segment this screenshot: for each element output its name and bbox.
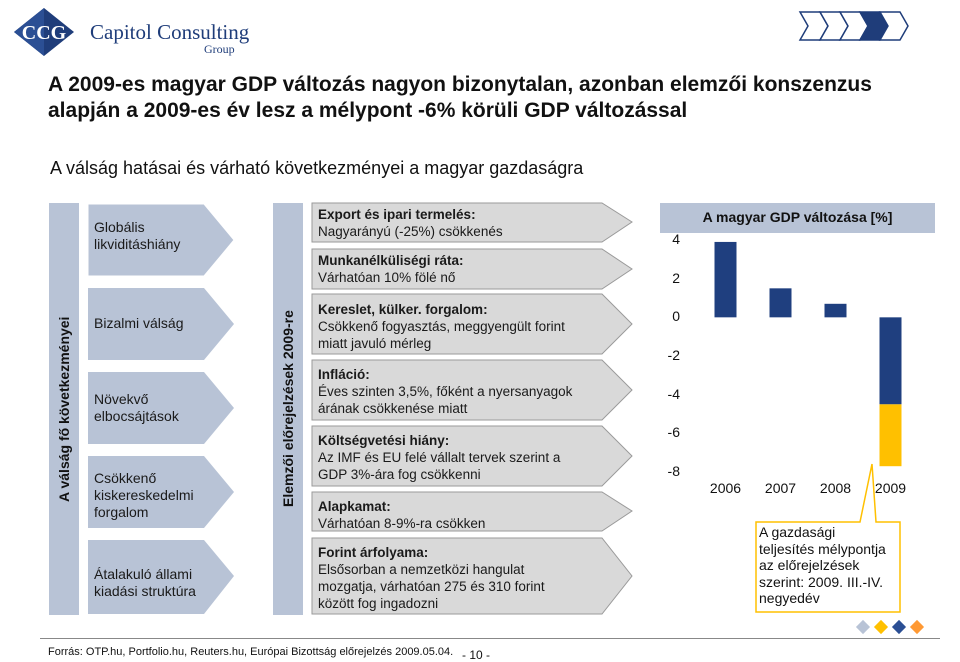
forecast-text-6: Alapkamat: Várhatóan 8-9%-ra csökken bbox=[318, 499, 486, 531]
middle-band bbox=[273, 203, 303, 615]
y-tick-label: -2 bbox=[667, 347, 680, 363]
forecast-box-5 bbox=[311, 425, 633, 487]
page-subtitle: A válság hatásai és várható következmény… bbox=[50, 158, 584, 178]
y-tick-label: 4 bbox=[672, 231, 680, 247]
consequence-chevron-1 bbox=[87, 203, 235, 277]
forecast-box-6 bbox=[311, 491, 633, 532]
consequence-text-2: Bizalmi válság bbox=[94, 315, 184, 331]
callout-text: A gazdasági teljesítés mélypontja az elő… bbox=[759, 524, 886, 606]
x-tick-label: 2009 bbox=[874, 480, 907, 496]
consequence-chevron-2 bbox=[88, 288, 234, 360]
forecast-box-3 bbox=[311, 293, 633, 355]
gdp-bar-2006 bbox=[714, 241, 737, 318]
x-tick-label: 2006 bbox=[709, 480, 742, 496]
page-title: A 2009-es magyar GDP változás nagyon biz… bbox=[48, 73, 872, 122]
logo-name: Capitol Consulting bbox=[90, 20, 250, 44]
forecast-box-2 bbox=[311, 248, 633, 290]
page-number: - 10 - bbox=[462, 648, 491, 662]
x-tick-label: 2007 bbox=[764, 480, 797, 496]
logo-monogram: CCG bbox=[22, 22, 67, 44]
left-band bbox=[49, 203, 79, 615]
logo: CCG Capitol Consulting Group bbox=[8, 6, 258, 58]
y-tick-label: -4 bbox=[667, 385, 680, 402]
logo-emblem-icon: CCG bbox=[14, 8, 74, 56]
forecast-text-7: Forint árfolyama: Elsősorban a nemzetközi… bbox=[318, 545, 545, 611]
forecast-text-4: Infláció: Éves szinten 3,5%, főként a nye… bbox=[318, 367, 573, 416]
consequence-text-4: Csökkenő kiskereskedelmi forgalom bbox=[94, 470, 194, 520]
y-tick-label: 0 bbox=[672, 308, 680, 325]
gdp-bar-2009-uncertainty bbox=[879, 404, 902, 467]
forecast-text-3: Kereslet, külker. forgalom: Csökkenő fogy… bbox=[318, 302, 565, 351]
gdp-bar-2009 bbox=[879, 317, 902, 405]
x-tick-label: 2008 bbox=[819, 480, 852, 496]
logo-group: Group bbox=[204, 42, 235, 56]
consequence-chevron-5 bbox=[88, 540, 234, 614]
chart-title-band bbox=[660, 203, 935, 233]
forecast-text-5: Költségvetési hiány: Az IMF és EU felé vá… bbox=[318, 433, 561, 482]
forecast-box-4 bbox=[311, 359, 633, 421]
callout-shape bbox=[755, 463, 901, 613]
y-tick-label: -8 bbox=[667, 463, 680, 479]
consequence-chevron-3 bbox=[88, 372, 234, 444]
consequence-text-5: Átalakuló állami kiadási struktúra bbox=[94, 566, 196, 599]
consequence-text-3: Növekvő elbocsájtások bbox=[94, 391, 179, 424]
y-tick-label: -6 bbox=[667, 424, 680, 441]
forecast-box-7 bbox=[311, 537, 633, 615]
footer-divider bbox=[40, 638, 940, 639]
chart-title: A magyar GDP változása [%] bbox=[702, 209, 893, 225]
forecast-box-1 bbox=[311, 202, 633, 243]
consequence-text-1: Globális likviditáshiány bbox=[94, 219, 181, 252]
source-footer: Forrás: OTP.hu, Portfolio.hu, Reuters.hu… bbox=[48, 646, 454, 658]
forecast-shapes bbox=[311, 202, 633, 615]
consequence-chevron-4 bbox=[88, 456, 234, 528]
forecast-text-2: Munkanélküliségi ráta: Várhatóan 10% fölé… bbox=[318, 253, 464, 285]
section-progress-icon bbox=[798, 11, 909, 41]
middle-band-label: Elemzői előrejelzések 2009-re bbox=[280, 310, 296, 508]
gdp-chart bbox=[714, 241, 902, 467]
gdp-bar-2008 bbox=[824, 303, 847, 318]
gdp-bar-2007 bbox=[769, 288, 792, 318]
decorative-squares-icon bbox=[855, 619, 925, 635]
left-band-label: A válság fő következményei bbox=[56, 316, 72, 502]
forecast-text-1: Export és ipari termelés: Nagyarányú (-25… bbox=[318, 207, 503, 239]
consequence-shapes bbox=[87, 203, 235, 614]
y-tick-label: 2 bbox=[672, 269, 680, 286]
